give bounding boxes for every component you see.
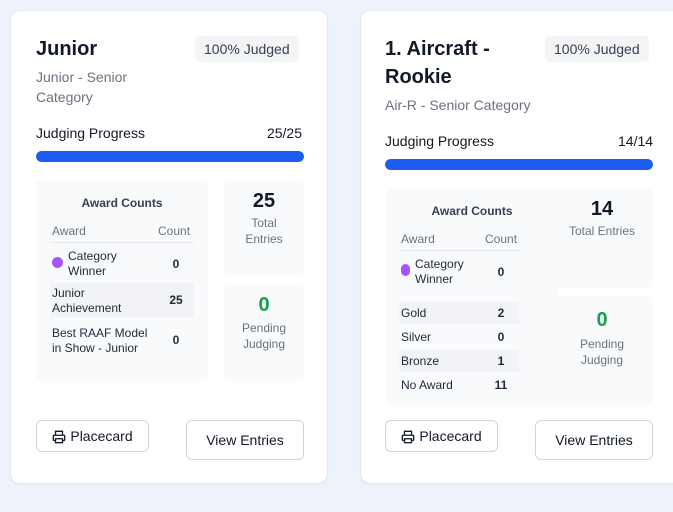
award-name: Bronze [401, 354, 440, 368]
award-row: Silver 0 [399, 326, 519, 348]
progress-bar-fill [385, 159, 653, 170]
subtitle-line: Junior - Senior [36, 69, 128, 85]
category-card-junior: Junior 100% Judged Junior - Senior Categ… [10, 10, 328, 484]
category-dot-icon [52, 257, 63, 268]
stat-label-line: Entries [245, 232, 283, 246]
award-counts-title: Award Counts [431, 204, 513, 218]
award-row: Gold 2 [399, 302, 519, 324]
award-name-line: Achievement [52, 301, 122, 315]
award-name-line: Category [415, 257, 464, 271]
pending-judging-label: Pending Judging [224, 320, 304, 352]
award-name: Category Winner [68, 249, 117, 279]
stat-label-line: Pending [241, 321, 287, 335]
award-row: Best RAAF Model in Show - Junior 0 [50, 323, 194, 357]
progress-count: 14/14 [618, 133, 654, 149]
award-counts-panel: Award Counts Award Count Category Winner… [36, 180, 208, 381]
card-title: 1. Aircraft - Rookie [385, 35, 490, 91]
progress-count: 25/25 [266, 125, 302, 141]
award-count: 11 [494, 378, 508, 392]
pending-judging-value: 0 [596, 309, 608, 331]
category-dot-icon [401, 264, 410, 276]
award-row: Junior Achievement 25 [50, 283, 194, 317]
total-entries-value: 25 [252, 190, 276, 212]
total-entries-label: Total Entries [568, 224, 636, 238]
view-entries-button[interactable]: View Entries [535, 420, 653, 460]
progress-bar [385, 159, 653, 170]
placecard-label: Placecard [419, 428, 482, 444]
award-name-line: Winner [68, 264, 107, 278]
stat-label-line: Pending [579, 337, 625, 351]
award-count: 0 [172, 333, 180, 347]
placecard-button[interactable]: Placecard [36, 420, 149, 452]
award-count: 25 [169, 293, 183, 307]
card-subtitle: Air-R - Senior Category [385, 97, 531, 113]
progress-label: Judging Progress [36, 125, 145, 141]
placecard-label: Placecard [70, 428, 133, 444]
card-title: Junior [36, 38, 98, 60]
subtitle-line: Category [36, 89, 93, 105]
view-entries-button[interactable]: View Entries [186, 420, 304, 460]
pending-judging-label: Pending Judging [551, 336, 653, 368]
award-name: Junior Achievement [52, 286, 121, 316]
card-subtitle: Junior - Senior Category [36, 67, 127, 107]
progress-label: Judging Progress [385, 133, 494, 149]
award-name-line: Best RAAF Model [52, 326, 148, 340]
award-count: 0 [497, 265, 505, 279]
header-divider [50, 242, 194, 243]
title-line: 1. Aircraft - [385, 38, 490, 60]
award-name: Gold [401, 306, 427, 320]
award-row: Category Winner 0 [50, 246, 194, 280]
award-name: Silver [401, 330, 432, 344]
total-entries-label: Total Entries [224, 215, 304, 247]
total-entries-value: 14 [590, 198, 614, 220]
award-count: 2 [497, 306, 505, 320]
stat-label-line: Judging [242, 337, 286, 351]
award-counts-panel: Award Counts Award Count Category Winner… [385, 188, 559, 405]
progress-bar-fill [36, 151, 304, 162]
category-card-aircraft-rookie: 1. Aircraft - Rookie 100% Judged Air-R -… [360, 10, 673, 484]
title-line: Rookie [385, 66, 452, 88]
placecard-button[interactable]: Placecard [385, 420, 498, 452]
award-row: Category Winner 0 [399, 254, 519, 288]
award-count: 0 [172, 257, 180, 271]
total-entries-stat: 25 Total Entries [224, 180, 304, 276]
pending-judging-value: 0 [258, 294, 270, 316]
header-divider [399, 250, 519, 251]
award-column-header: Award [401, 232, 435, 246]
award-name-line: Category [68, 249, 117, 263]
award-count: 1 [497, 354, 505, 368]
award-row: Bronze 1 [399, 350, 519, 372]
award-count: 0 [497, 330, 505, 344]
award-name: Category Winner [415, 257, 464, 287]
printer-icon [53, 430, 66, 444]
award-name-line: Junior [52, 286, 85, 300]
judged-badge: 100% Judged [545, 36, 649, 62]
count-column-header: Count [158, 224, 191, 238]
award-name-line: in Show - Junior [52, 341, 139, 355]
pending-judging-stat: 0 Pending Judging [224, 284, 304, 381]
award-name: No Award [401, 378, 453, 392]
award-column-header: Award [52, 224, 86, 238]
progress-bar [36, 151, 304, 162]
count-column-header: Count [485, 232, 518, 246]
award-name: Best RAAF Model in Show - Junior [52, 326, 147, 356]
stat-label-line: Total [251, 216, 277, 230]
pending-judging-stat: 0 Pending Judging [551, 296, 653, 405]
judged-badge: 100% Judged [195, 36, 299, 62]
award-name-line: Winner [415, 272, 454, 286]
award-row: No Award 11 [399, 374, 519, 396]
award-counts-title: Award Counts [81, 196, 163, 210]
printer-icon [402, 430, 415, 444]
stat-label-line: Judging [580, 353, 624, 367]
total-entries-stat: 14 Total Entries [551, 188, 653, 288]
